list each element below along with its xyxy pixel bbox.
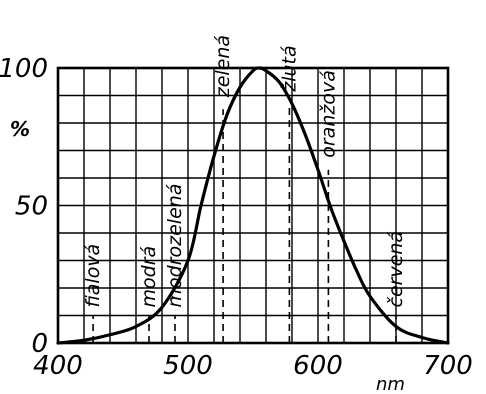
color-label: modrozelená: [164, 184, 186, 308]
y-tick-label: 0: [31, 329, 48, 359]
plot-frame: [56, 66, 450, 345]
y-tick-labels: 0 50 100: [0, 54, 48, 359]
color-label: zelená: [212, 35, 234, 98]
plot-border: [56, 66, 450, 345]
y-tick-label: 100: [0, 54, 48, 84]
x-axis-label: nm: [376, 374, 405, 394]
x-tick-label: 400: [33, 351, 83, 381]
x-tick-label: 500: [163, 351, 213, 381]
grid: [58, 68, 448, 343]
x-tick-label: 700: [423, 351, 473, 381]
y-axis-label: %: [10, 117, 30, 141]
y-tick-label: 50: [15, 192, 48, 222]
x-tick-label: 600: [293, 351, 343, 381]
color-label: žlutá: [278, 45, 300, 92]
color-label: červená: [385, 231, 407, 308]
color-labels: fialová modrá modrozelená zelená žlutá oranžo…: [82, 35, 407, 308]
x-tick-labels: 400 500 600 700: [33, 351, 473, 381]
color-label: fialová: [82, 244, 104, 308]
color-label: modrá: [138, 246, 160, 308]
color-label: oranžová: [317, 70, 339, 158]
